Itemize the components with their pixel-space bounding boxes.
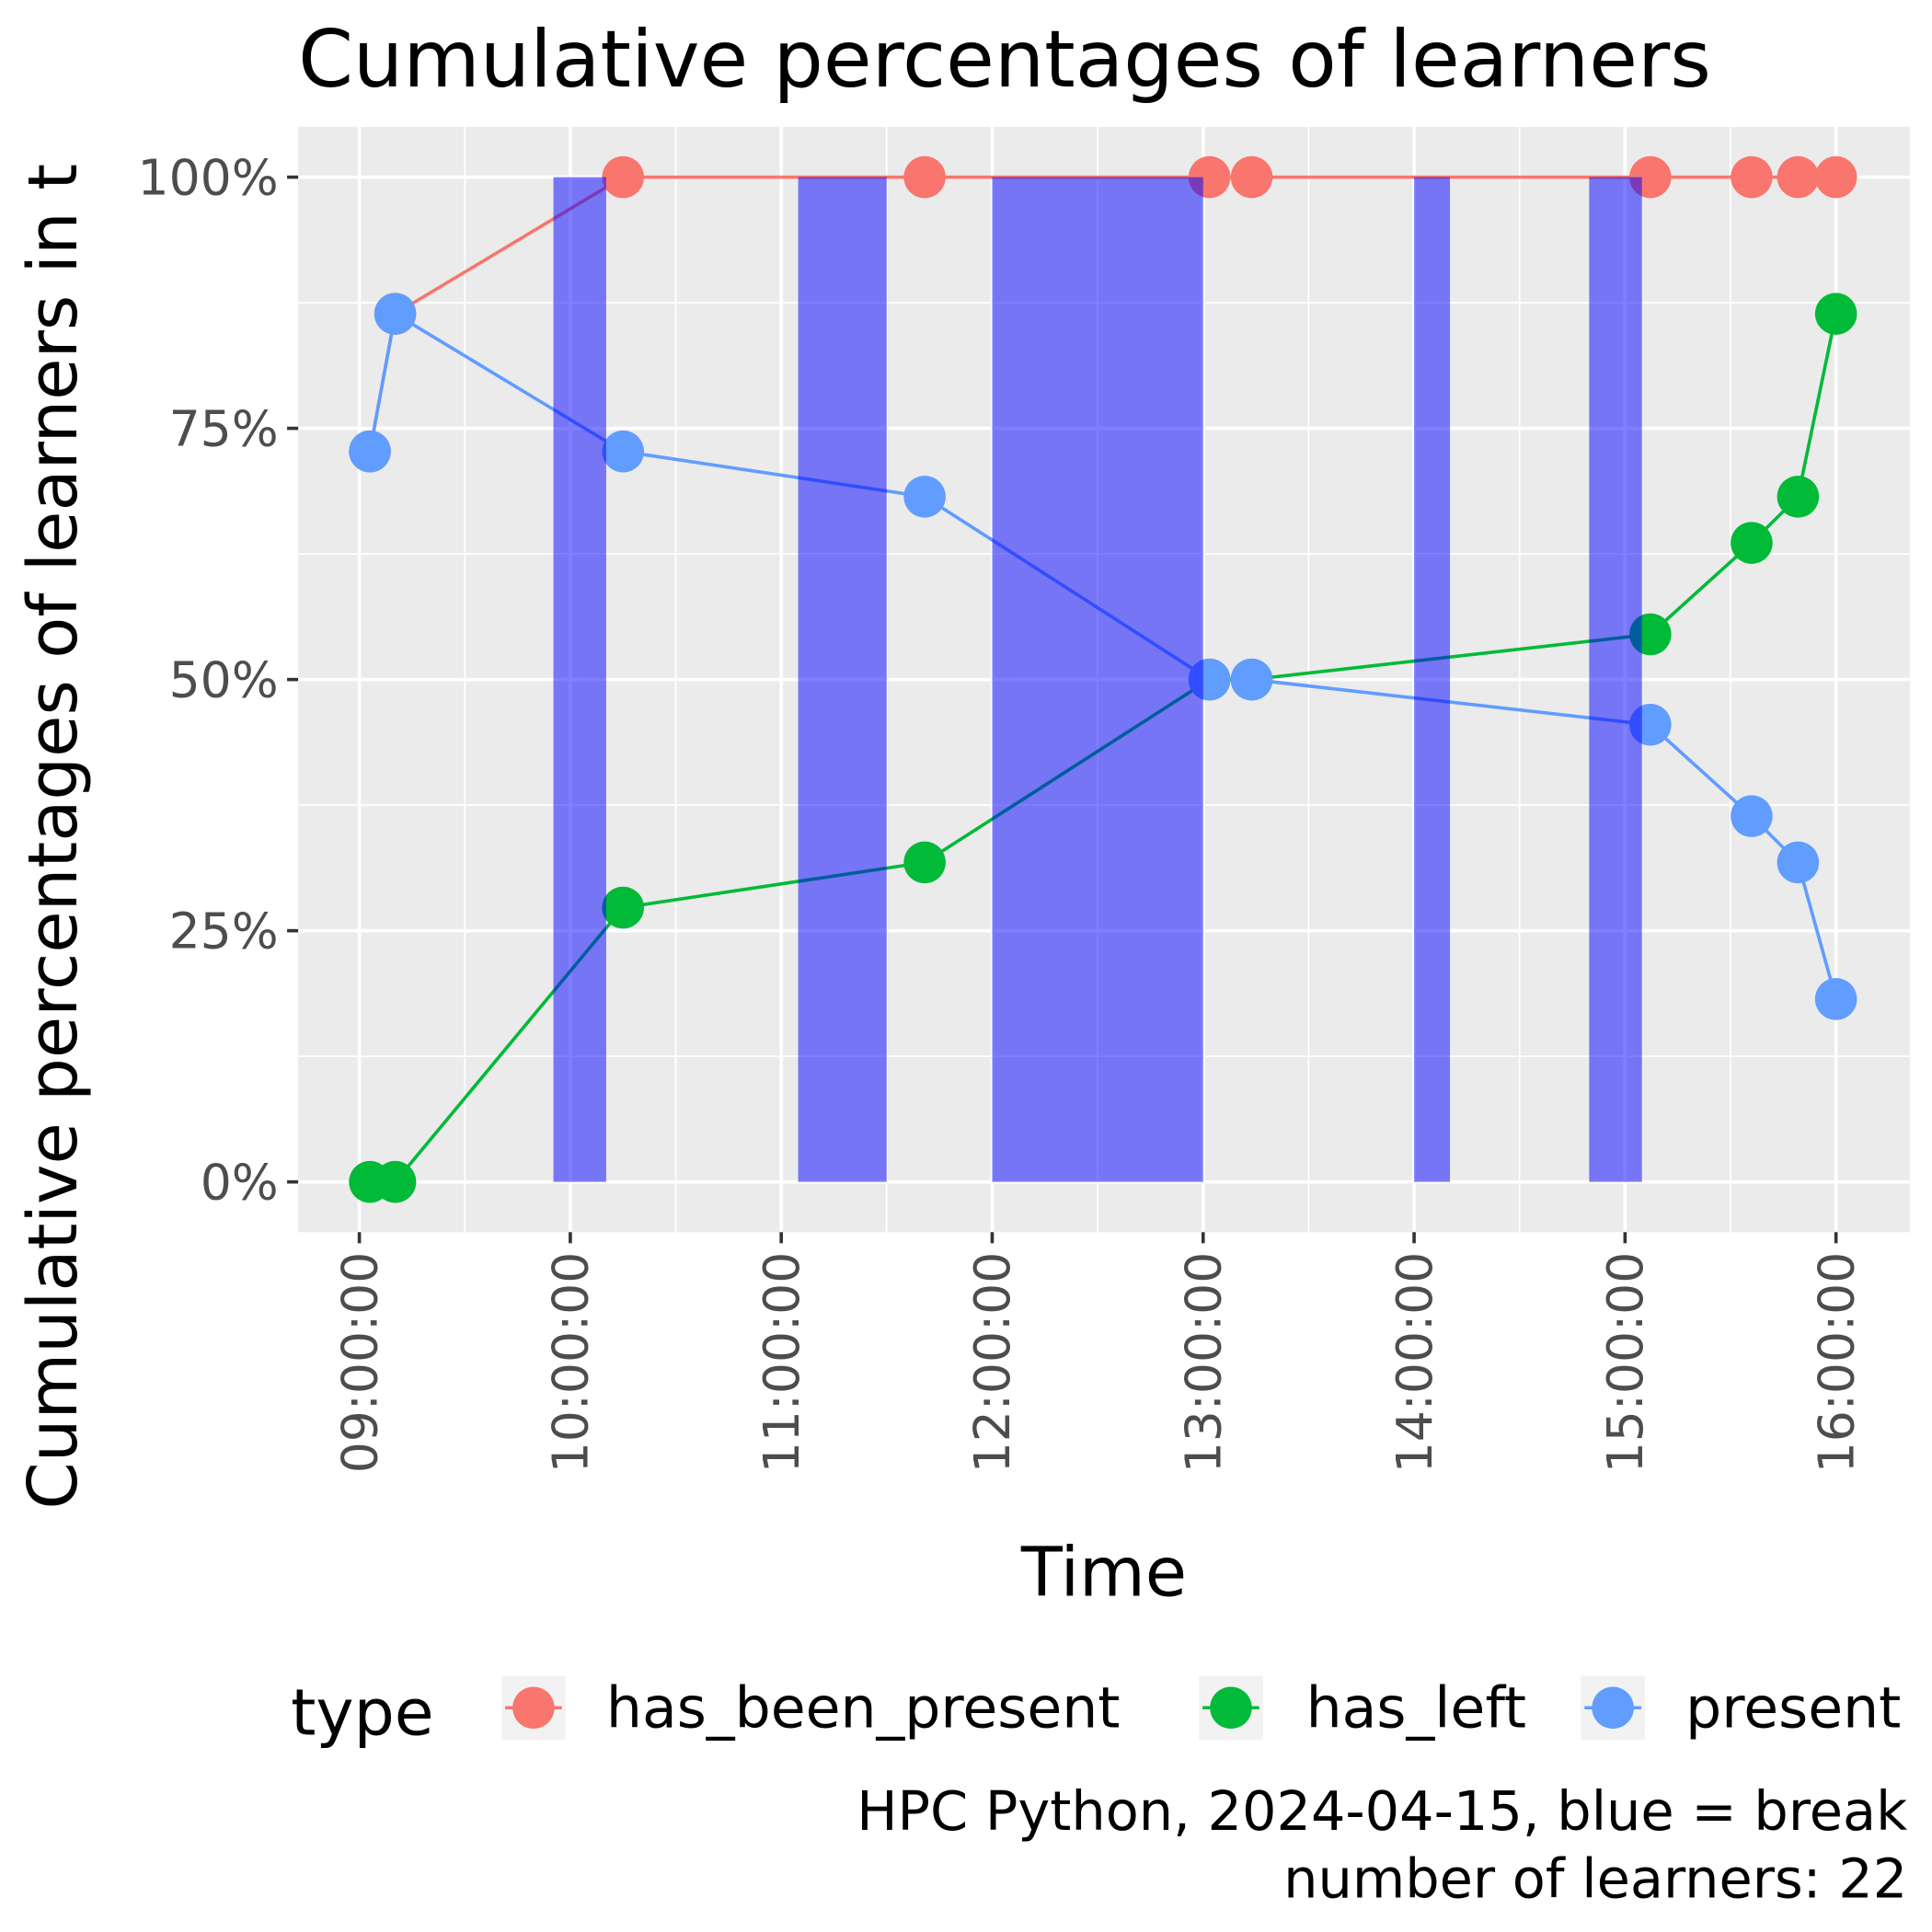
legend-label: has_left (1306, 1675, 1526, 1742)
x-tick-label: 12:00:00 (963, 1252, 1021, 1474)
data-point (1777, 841, 1820, 884)
x-tick-label: 13:00:00 (1175, 1252, 1233, 1474)
y-tick-label: 50% (169, 650, 279, 708)
data-point (374, 293, 417, 335)
y-tick-label: 25% (169, 902, 279, 960)
y-tick-label: 75% (169, 399, 279, 457)
y-axis-title: Cumulative percentages of learners in t (15, 164, 93, 1510)
data-point (602, 155, 644, 199)
series-line (368, 311, 1838, 1000)
data-point (903, 155, 946, 199)
break-band (1414, 177, 1451, 1182)
data-point (903, 841, 946, 884)
break-band (798, 177, 887, 1182)
data-point (1814, 155, 1857, 199)
data-point (903, 476, 946, 518)
x-tick-label: 11:00:00 (753, 1252, 811, 1474)
legend-key-point (512, 1686, 555, 1730)
data-point (374, 1160, 417, 1203)
legend-key-point (1592, 1686, 1634, 1730)
x-axis-title: Time (1020, 1534, 1187, 1612)
data-point (349, 430, 391, 473)
chart-title: Cumulative percentages of learners (298, 14, 1711, 106)
caption: HPC Python, 2024-04-15, blue = break (857, 1779, 1907, 1843)
x-tick-label: 16:00:00 (1807, 1252, 1865, 1474)
plot-layer (349, 155, 1857, 1203)
legend-label: has_been_present (606, 1675, 1121, 1742)
data-point (1814, 293, 1857, 335)
data-point (1777, 476, 1820, 518)
y-tick-label: 0% (201, 1153, 279, 1211)
data-point (1731, 522, 1773, 564)
series-line (368, 175, 1836, 453)
x-tick-label: 15:00:00 (1596, 1252, 1654, 1474)
y-tick-label: 100% (138, 148, 279, 206)
data-point (602, 430, 644, 473)
caption: number of learners: 22 (1283, 1847, 1907, 1911)
x-tick-label: 09:00:00 (330, 1252, 388, 1474)
data-point (1731, 795, 1773, 837)
legend-label: present (1685, 1675, 1901, 1742)
data-point (1777, 155, 1820, 199)
data-point (1731, 155, 1773, 199)
x-tick-label: 14:00:00 (1386, 1252, 1443, 1474)
data-point (602, 886, 644, 929)
data-point (1230, 155, 1273, 199)
break-band (992, 177, 1203, 1182)
x-tick-label: 10:00:00 (542, 1252, 600, 1474)
data-point (1230, 658, 1273, 701)
break-band (553, 177, 606, 1182)
legend-key-point (1210, 1686, 1252, 1730)
legend-title: type (291, 1676, 434, 1751)
data-point (1814, 978, 1857, 1020)
break-band (1589, 177, 1642, 1182)
